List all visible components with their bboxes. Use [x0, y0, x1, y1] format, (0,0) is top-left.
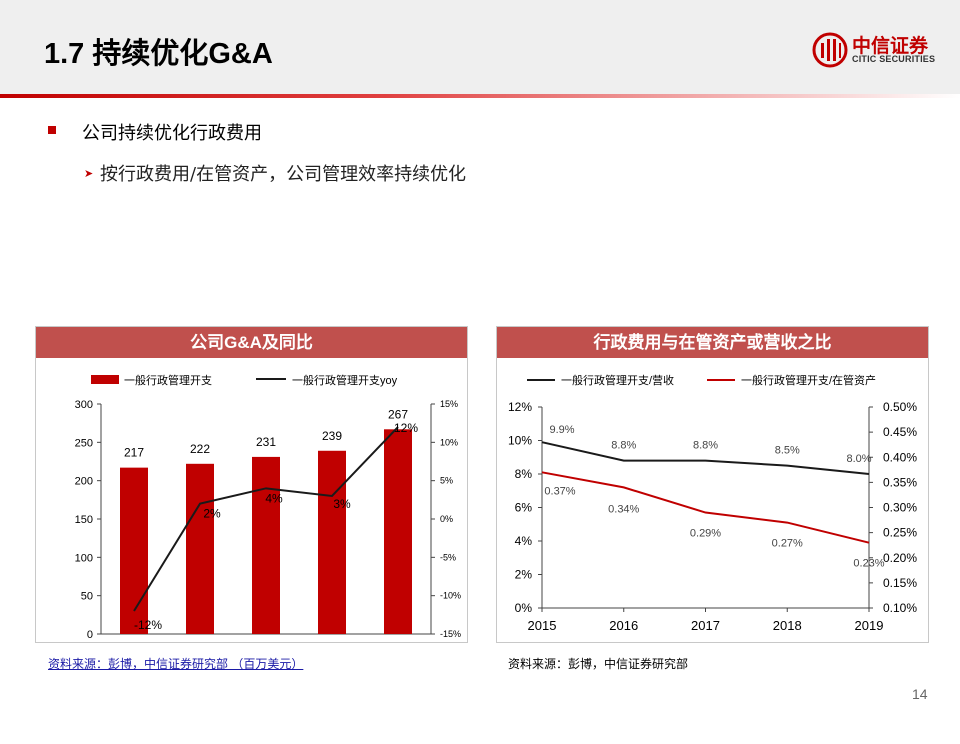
aum-ratio-label: 0.27%: [772, 538, 803, 550]
arrow-bullet-icon: ➤: [84, 168, 94, 180]
right-tick-label: -5%: [440, 552, 456, 562]
revenue-ratio-label: 8.8%: [611, 440, 636, 452]
left-source-note: 资料来源：彭博，中信证券研究部 （百万美元）: [48, 657, 304, 671]
revenue-ratio-label: 8.8%: [693, 440, 718, 452]
right-tick-label: 0.25%: [883, 526, 917, 540]
left-tick-label: 300: [75, 399, 93, 411]
aum-ratio-label: 0.37%: [544, 485, 575, 497]
x-tick-label: 2017: [691, 618, 720, 633]
left-tick-label: 8%: [515, 467, 533, 481]
right-tick-label: 0.30%: [883, 501, 917, 515]
citic-logo: 中信证券 CITIC SECURITIES: [812, 30, 947, 70]
logo-name-en: CITIC SECURITIES: [852, 54, 936, 64]
aum-ratio-line: [541, 471, 870, 544]
revenue-ratio-line: [541, 441, 870, 475]
left-tick-label: 12%: [508, 400, 532, 414]
left-tick-label: 250: [75, 437, 93, 449]
legend-revenue-label: 一般行政管理开支/营收: [561, 373, 674, 387]
bar-value-label: 231: [256, 435, 276, 449]
aum-ratio-label: 0.29%: [690, 528, 721, 540]
bar: [384, 429, 412, 634]
aum-ratio-label: 0.23%: [853, 558, 884, 570]
right-tick-label: 0.45%: [883, 425, 917, 439]
yoy-value-label: 3%: [333, 497, 351, 511]
logo-name: 中信证券: [852, 36, 929, 57]
citic-logo-icon: [812, 32, 848, 68]
x-tick-label: 2019: [855, 618, 884, 633]
right-chart-panel: 行政费用与在管资产或营收之比 一般行政管理开支/营收 一般行政管理开支/在管资产 0…: [496, 326, 929, 643]
bar-value-label: 217: [124, 446, 144, 460]
page-number: 14: [912, 686, 928, 702]
revenue-ratio-label: 9.9%: [549, 424, 574, 436]
left-tick-label: 200: [75, 476, 93, 488]
left-chart-heading: 公司G&A及同比: [36, 327, 467, 358]
right-tick-label: 0.35%: [883, 475, 917, 489]
right-tick-label: -10%: [440, 591, 461, 601]
bar: [318, 450, 346, 634]
right-tick-label: 0%: [440, 514, 453, 524]
left-tick-label: 50: [81, 591, 93, 603]
page-title: 1.7 持续优化G&A: [44, 38, 273, 70]
left-tick-label: 0: [87, 629, 93, 641]
left-chart-panel: 公司G&A及同比 一般行政管理开支 一般行政管理开支yoy 0 50 100 150 200…: [35, 326, 468, 643]
bar: [186, 463, 214, 634]
legend-line-label: 一般行政管理开支yoy: [292, 373, 398, 387]
bar-value-label: 267: [388, 407, 408, 421]
bullet-sub-text: 按行政费用/在管资产，公司管理效率持续优化: [100, 164, 467, 185]
bar: [252, 456, 280, 634]
right-tick-label: 0.20%: [883, 551, 917, 565]
bar-value-label: 239: [322, 429, 342, 443]
right-tick-label: 0.10%: [883, 601, 917, 615]
right-tick-label: 10%: [440, 437, 458, 447]
aum-ratio-label: 0.34%: [608, 503, 639, 515]
left-tick-label: 10%: [508, 434, 532, 448]
right-chart-heading: 行政费用与在管资产或营收之比: [497, 327, 928, 358]
yoy-value-label: 2%: [203, 507, 221, 521]
revenue-ratio-label: 8.5%: [775, 445, 800, 457]
yoy-value-label: 4%: [265, 491, 283, 505]
bullet-main-text: 公司持续优化行政费用: [82, 123, 262, 143]
left-tick-label: 2%: [515, 568, 533, 582]
right-source-note: 资料来源：彭博，中信证券研究部: [508, 657, 689, 671]
right-tick-label: 5%: [440, 476, 453, 486]
bullet-square-icon: [48, 126, 56, 134]
x-tick-label: 2018: [773, 618, 802, 633]
legend-aum-label: 一般行政管理开支/在管资产: [741, 373, 876, 387]
right-tick-label: 0.50%: [883, 400, 917, 414]
ratio-chart: 一般行政管理开支/营收 一般行政管理开支/在管资产 0% 2% 4% 6% 8% 10% 12%…: [508, 373, 917, 633]
left-tick-label: 100: [75, 552, 93, 564]
legend-bar-swatch: [91, 375, 119, 384]
right-tick-label: 0.40%: [883, 450, 917, 464]
left-tick-label: 4%: [515, 534, 533, 548]
header-band: [0, 0, 960, 94]
header-accent-bar: [0, 94, 960, 98]
legend-bar-label: 一般行政管理开支: [124, 373, 212, 387]
right-tick-label: 0.15%: [883, 576, 917, 590]
left-tick-label: 6%: [515, 501, 533, 515]
x-tick-label: 2016: [609, 618, 638, 633]
bar-value-label: 222: [190, 442, 210, 456]
x-tick-label: 2015: [528, 618, 557, 633]
revenue-ratio-label: 8.0%: [846, 453, 871, 465]
left-tick-label: 150: [75, 514, 93, 526]
left-tick-label: 0%: [515, 601, 533, 615]
right-tick-label: 15%: [440, 399, 458, 409]
ga-chart: 一般行政管理开支 一般行政管理开支yoy 0 50 100 150 200 250 300 -15…: [75, 373, 461, 641]
right-tick-label: -15%: [440, 629, 461, 639]
yoy-value-label: 12%: [394, 421, 418, 435]
bar: [120, 467, 148, 634]
yoy-value-label: -12%: [134, 618, 162, 632]
yoy-line: [133, 426, 399, 612]
